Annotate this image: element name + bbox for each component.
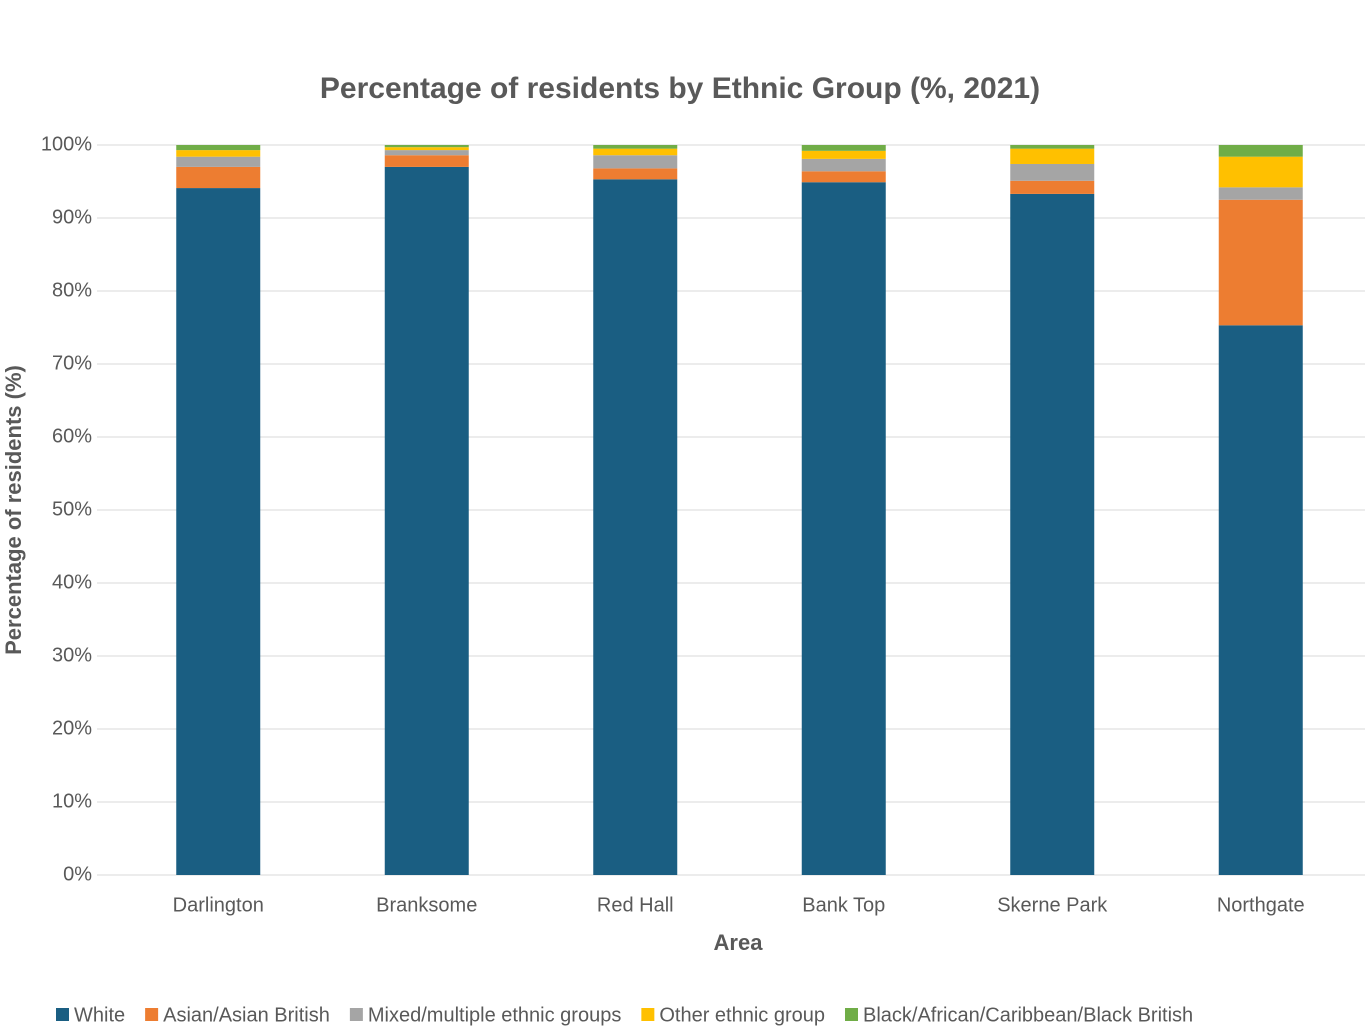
bar-segment (384, 147, 469, 151)
x-tick-label: Darlington (173, 894, 264, 916)
x-tick-label: Red Hall (597, 894, 674, 916)
legend-swatch (845, 1008, 858, 1021)
legend-label: Mixed/multiple ethnic groups (368, 1004, 621, 1026)
bar-segment (1010, 180, 1095, 194)
bar-segment (1218, 145, 1303, 157)
y-tick-label: 50% (52, 498, 92, 520)
bar-segment (1010, 163, 1095, 181)
bar-segment (1010, 148, 1095, 164)
chart-title: Percentage of residents by Ethnic Group … (320, 72, 1040, 105)
y-tick-label: 100% (41, 133, 92, 155)
bar-segment (176, 166, 261, 189)
bar-segment (1010, 145, 1095, 149)
legend-swatch (349, 1008, 363, 1021)
y-tick-label: 10% (52, 790, 92, 812)
bar-segment (801, 145, 886, 151)
x-axis-title: Area (714, 930, 764, 955)
bar-segment (593, 179, 678, 875)
bar-segment (1218, 187, 1303, 200)
y-tick-label: 20% (52, 717, 92, 739)
bar-segment (176, 188, 261, 875)
bar-segment (593, 168, 678, 180)
bar-segment (1218, 199, 1303, 326)
bar-segment (801, 150, 886, 159)
legend-swatch (145, 1008, 159, 1021)
bar-segment (384, 145, 469, 148)
bar-segment (801, 182, 886, 876)
bar-segment (593, 148, 678, 156)
bar-segment (1218, 325, 1303, 875)
bar-segment (176, 145, 261, 151)
legend-label: Asian/Asian British (163, 1004, 330, 1026)
bar-segment (1010, 193, 1095, 875)
bar-segment (384, 155, 469, 167)
y-tick-label: 30% (52, 644, 92, 666)
legend-label: Black/African/Caribbean/Black British (863, 1004, 1193, 1026)
y-tick-label: 70% (52, 352, 92, 374)
bar-segment (593, 155, 678, 169)
bar-segment (384, 150, 469, 156)
bar-segment (384, 166, 469, 875)
y-tick-label: 60% (52, 425, 92, 447)
x-tick-label: Branksome (376, 894, 477, 916)
y-tick-label: 0% (63, 863, 92, 885)
x-tick-label: Bank Top (802, 894, 885, 916)
y-tick-label: 80% (52, 279, 92, 301)
y-tick-label: 90% (52, 206, 92, 228)
bar-segment (801, 171, 886, 183)
bar-segment (176, 150, 261, 157)
bar-segment (801, 158, 886, 172)
legend-label: White (74, 1004, 125, 1026)
x-tick-label: Skerne Park (997, 894, 1108, 916)
x-tick-label: Northgate (1217, 894, 1305, 916)
bar-segment (176, 156, 261, 167)
legend-swatch (641, 1008, 655, 1021)
y-tick-label: 40% (52, 571, 92, 593)
bar-segment (1218, 156, 1303, 188)
legend-label: Other ethnic group (659, 1004, 825, 1026)
y-axis-title: Percentage of residents (%) (1, 365, 26, 655)
bar-segment (593, 145, 678, 149)
legend-swatch (56, 1008, 69, 1021)
